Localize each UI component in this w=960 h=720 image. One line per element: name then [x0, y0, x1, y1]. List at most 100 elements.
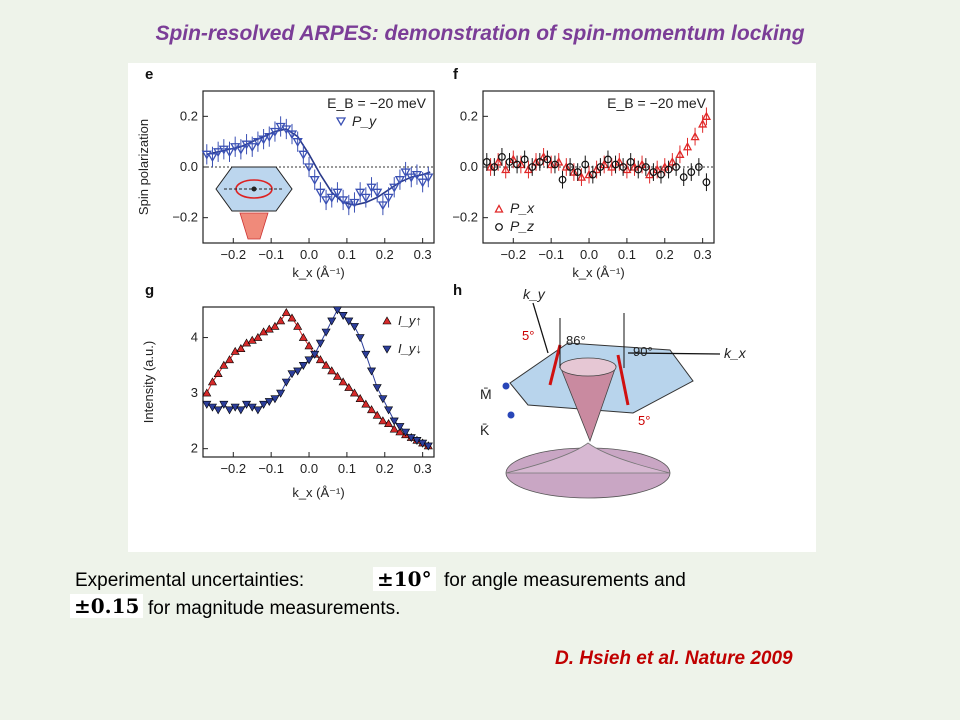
- point-g-0-2: [213, 369, 223, 377]
- series-line-g-0: [206, 311, 429, 447]
- xtick-label-e-3: 0.1: [338, 247, 356, 262]
- chart-g: [202, 306, 435, 458]
- point-g-0-27: [355, 394, 365, 402]
- point-g-1-20: [315, 339, 325, 348]
- legend-marker-f-1: [495, 223, 503, 231]
- spin-arrow-left: [548, 344, 562, 386]
- point-e-0-9: [252, 138, 264, 147]
- legend-marker-e: [335, 117, 347, 127]
- figure-panel: e −0.2 −0.1 0.0 0.1 0.2 0.3 0.2 0.0 −0.2 k_x (Å⁻¹)…: [128, 63, 816, 552]
- legend-label-g-1: I_y↓: [398, 341, 422, 356]
- xtick-label-f-1: −0.1: [538, 247, 564, 262]
- note-line1-suffix: for angle measurements and: [444, 570, 686, 591]
- point-e-0-10: [258, 135, 269, 145]
- point-e-0-1: [207, 153, 218, 163]
- point-g-0-6: [236, 344, 246, 352]
- point-g-0-3: [219, 360, 229, 369]
- point-f-0-28: [698, 119, 708, 128]
- point-e-0-29: [366, 183, 377, 193]
- point-g-0-22: [327, 366, 337, 375]
- xtick-label-f-3: 0.1: [618, 247, 636, 262]
- point-e-0-26: [349, 198, 360, 208]
- point-f-0-25: [675, 149, 685, 158]
- series-f-1: [482, 148, 711, 192]
- plot-frame-g: [202, 306, 435, 458]
- point-f-1-9: [551, 160, 559, 169]
- ylabel-e: Spin polarization: [136, 119, 151, 215]
- point-g-1-17: [298, 362, 308, 370]
- point-f-1-21: [641, 163, 650, 171]
- ytick-label-e-2: −0.2: [172, 210, 198, 225]
- point-m-label: M̄: [480, 386, 492, 402]
- xtick-label-g-0: −0.2: [220, 461, 246, 476]
- point-f-1-19: [626, 158, 635, 166]
- xtick-label-e-0: −0.2: [220, 247, 246, 262]
- point-f-0-11: [569, 167, 579, 176]
- ytick-label-g-0: 4: [191, 330, 198, 345]
- point-g-1-32: [384, 406, 394, 415]
- xlabel-g: k_x (Å⁻¹): [292, 485, 344, 500]
- kx-axis: [627, 352, 721, 355]
- xlabel-e: k_x (Å⁻¹): [292, 265, 344, 280]
- xtick-label-g-2: 0.0: [300, 461, 318, 476]
- angle-5-right: 5°: [638, 413, 650, 428]
- point-g-1-28: [361, 350, 371, 359]
- point-f-1-2: [498, 152, 506, 161]
- inset-cone: [239, 212, 269, 240]
- point-e-0-11: [264, 132, 275, 142]
- ytick-label-e-1: 0.0: [180, 159, 198, 174]
- legend-marker-g-1: [382, 345, 392, 354]
- point-g-1-25: [344, 317, 354, 326]
- point-f-1-13: [581, 160, 590, 169]
- point-g-0-30: [372, 410, 382, 419]
- point-g-1-30: [372, 384, 382, 393]
- ytick-label-g-2: 2: [191, 441, 198, 456]
- panel-label-g: g: [145, 282, 154, 299]
- point-f-0-8: [546, 159, 556, 169]
- kx-label: k_x: [724, 345, 747, 361]
- point-g-1-2: [213, 406, 223, 415]
- point-g-1-39: [423, 442, 433, 451]
- point-g-1-31: [378, 395, 388, 404]
- point-e-0-16: [292, 138, 303, 147]
- point-f-1-4: [513, 160, 521, 169]
- xtick-label-e-1: −0.1: [258, 247, 284, 262]
- point-f-0-6: [531, 157, 541, 166]
- point-f-1-7: [535, 158, 544, 166]
- xtick-label-g-3: 0.1: [338, 461, 356, 476]
- point-g-0-17: [298, 332, 308, 341]
- xtick-label-g-1: −0.1: [258, 461, 284, 476]
- magnitude-uncertainty: ±0.15: [70, 594, 144, 618]
- xtick-label-f-0: −0.2: [500, 247, 526, 262]
- point-e-0-15: [286, 130, 298, 140]
- spin-arrow-right: [616, 354, 630, 406]
- legend-label-e: P_y: [352, 113, 377, 129]
- note-line1-prefix: Experimental uncertainties:: [75, 570, 305, 591]
- point-f-1-11: [566, 163, 574, 171]
- point-g-1-3: [219, 400, 229, 409]
- xtick-label-g-5: 0.3: [414, 461, 432, 476]
- angle-5-left: 5°: [522, 328, 534, 343]
- point-e-0-28: [360, 193, 371, 203]
- point-f-1-0: [482, 158, 491, 166]
- point-f-0-1: [493, 157, 503, 166]
- point-f-1-23: [657, 170, 665, 179]
- point-e-0-33: [389, 183, 400, 193]
- series-line-g-1: [206, 308, 429, 447]
- point-f-1-20: [634, 165, 643, 174]
- lower-cone-surface: [505, 442, 671, 474]
- point-g-0-9: [253, 332, 263, 341]
- ytick-label-f-0: 0.2: [460, 108, 478, 123]
- panel-h-schematic: [502, 302, 721, 499]
- point-f-0-2: [501, 164, 511, 174]
- point-g-0-33: [389, 424, 399, 433]
- point-e-0-24: [337, 196, 349, 206]
- xtick-label-f-2: 0.0: [580, 247, 598, 262]
- point-g-0-16: [293, 321, 303, 330]
- point-g-1-6: [236, 406, 246, 415]
- point-f-1-10: [558, 175, 567, 184]
- point-f-1-28: [694, 163, 703, 171]
- point-m-marker: [502, 382, 510, 390]
- chart-f: [482, 90, 715, 244]
- point-f-1-14: [588, 170, 597, 179]
